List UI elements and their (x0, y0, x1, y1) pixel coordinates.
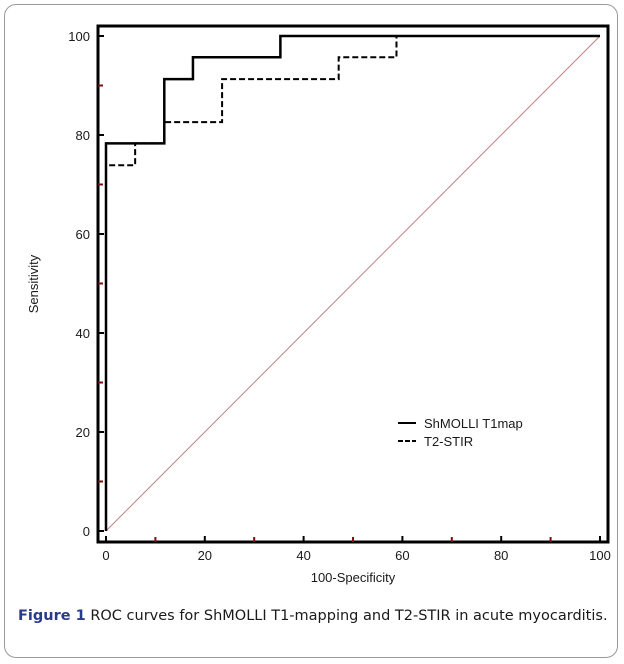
y-tick-label: 20 (76, 425, 90, 440)
x-tick-label: 80 (494, 548, 508, 563)
y-tick-label: 40 (76, 326, 90, 341)
reference-line (105, 35, 601, 532)
diagonal-reference-line (105, 35, 601, 532)
axis-ticks: 0 20 40 60 80 100 0 20 40 60 80 100 (68, 29, 611, 563)
y-tick-label: 0 (83, 524, 90, 539)
figure-label: Figure 1 (18, 608, 86, 624)
x-tick-label: 20 (198, 548, 212, 563)
y-tick-label: 60 (76, 227, 90, 242)
figure-caption: Figure 1 ROC curves for ShMOLLI T1-mappi… (18, 605, 608, 627)
x-tick-label: 0 (102, 548, 109, 563)
x-tick-label: 40 (296, 548, 310, 563)
series-line-2 (105, 35, 600, 531)
y-axis-title: Sensitivity (26, 254, 41, 313)
legend-label: ShMOLLI T1map (424, 416, 523, 431)
series-line-1 (104, 34, 600, 531)
y-tick-label: 80 (76, 128, 90, 143)
caption-text: ROC curves for ShMOLLI T1-mapping and T2… (90, 608, 608, 624)
x-axis-title: 100-Specificity (311, 570, 396, 585)
x-tick-label: 100 (589, 548, 611, 563)
x-tick-label: 60 (395, 548, 409, 563)
legend-label: T2-STIR (424, 434, 473, 449)
legend: ShMOLLI T1map T2-STIR (398, 416, 523, 449)
series-group (104, 34, 600, 531)
roc-chart: 0 20 40 60 80 100 0 20 40 60 80 100 100-Specificity… (26, 24, 611, 585)
y-tick-label: 100 (68, 29, 90, 44)
